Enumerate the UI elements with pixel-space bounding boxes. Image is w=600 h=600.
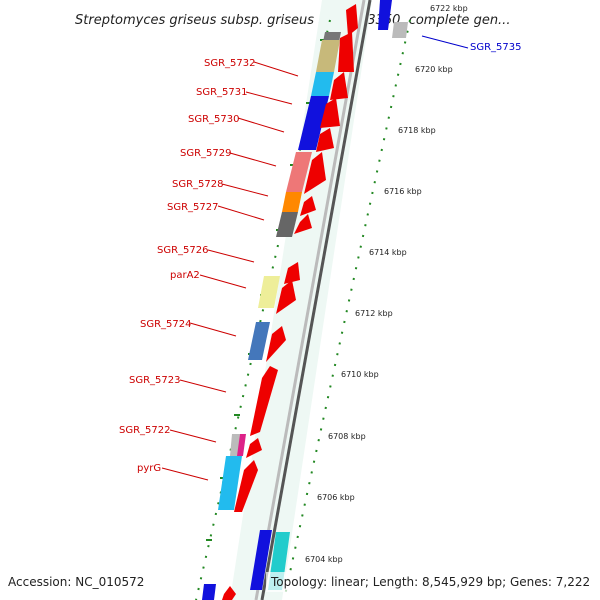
cds-arrow	[250, 366, 278, 436]
tick-label-6712: 6712 kbp	[355, 309, 393, 318]
summary-text: Topology: linear; Length: 8,545,929 bp; …	[270, 575, 590, 589]
backbone-inner	[254, 0, 366, 600]
cds-arrow	[300, 196, 316, 216]
gene-block	[323, 32, 341, 42]
gene-label-sgr5729: SGR_5729	[180, 148, 232, 159]
gene-block	[276, 212, 298, 237]
tick-label-6716: 6716 kbp	[384, 187, 422, 196]
tick-label-6710: 6710 kbp	[341, 370, 379, 379]
gene-blocks	[202, 32, 341, 600]
gene-block	[316, 40, 340, 72]
gene-label-sgr5722: SGR_5722	[119, 425, 171, 436]
footer-backdrop	[266, 572, 600, 592]
cds-arrow	[330, 72, 348, 100]
tick-label-6704: 6704 kbp	[305, 555, 343, 564]
accession-text: Accession: NC_010572	[8, 575, 144, 589]
gene-block	[237, 434, 246, 456]
cds-arrows	[222, 4, 358, 600]
gene-label-sgr5731: SGR_5731	[196, 87, 248, 98]
backbone-outer	[260, 0, 372, 600]
feature-band	[230, 0, 372, 600]
cds-arrow	[222, 586, 236, 600]
tick-label-6706: 6706 kbp	[317, 493, 355, 502]
tick-label-6720: 6720 kbp	[415, 65, 453, 74]
gene-label-pyrg: pyrG	[137, 463, 161, 474]
tick-label-6708: 6708 kbp	[328, 432, 366, 441]
gene-block	[230, 434, 240, 456]
gene-label-para2: parA2	[170, 270, 200, 281]
gene-block	[258, 276, 280, 308]
genome-title: Streptomyces griseus subsp. griseus NBRC…	[75, 13, 510, 28]
gene-label-sgr5728: SGR_5728	[172, 179, 224, 190]
gene-block	[286, 152, 312, 192]
tick-label-6722: 6722 kbp	[430, 4, 468, 13]
cds-arrow	[320, 98, 340, 128]
sgr5735-gray	[392, 22, 408, 38]
cds-arrow	[316, 128, 334, 152]
cds-arrow	[338, 32, 354, 72]
gene-block	[298, 96, 329, 150]
cds-arrow	[284, 262, 300, 284]
cds-arrow	[266, 326, 286, 362]
gene-block	[202, 584, 216, 600]
cds-arrow	[276, 280, 296, 314]
gene-label-sgr5727: SGR_5727	[167, 202, 219, 213]
sgr5735-leader	[421, 35, 469, 49]
gene-block	[282, 192, 302, 212]
cds-arrow	[246, 438, 262, 458]
gene-label-sgr5735: SGR_5735	[470, 42, 522, 53]
cds-arrow	[234, 460, 258, 512]
gene-block	[250, 530, 272, 590]
gene-label-sgr5723: SGR_5723	[129, 375, 181, 386]
gene-label-sgr5730: SGR_5730	[188, 114, 240, 125]
cds-arrow	[294, 214, 312, 234]
gene-block	[311, 72, 334, 96]
gene-label-sgr5732: SGR_5732	[204, 58, 256, 69]
gene-label-sgr5724: SGR_5724	[140, 319, 192, 330]
sgr5735-block	[378, 0, 392, 30]
scale-ticks: 6722 kbp 6720 kbp 6718 kbp 6716 kbp 6714…	[305, 4, 468, 564]
tick-label-6714: 6714 kbp	[369, 248, 407, 257]
gene-block	[218, 456, 242, 510]
tick-label-6718: 6718 kbp	[398, 126, 436, 135]
cds-arrow	[346, 4, 358, 36]
gene-block	[248, 322, 270, 360]
gene-label-sgr5726: SGR_5726	[157, 245, 209, 256]
label-leaders	[161, 61, 299, 481]
cds-arrow	[304, 152, 326, 194]
